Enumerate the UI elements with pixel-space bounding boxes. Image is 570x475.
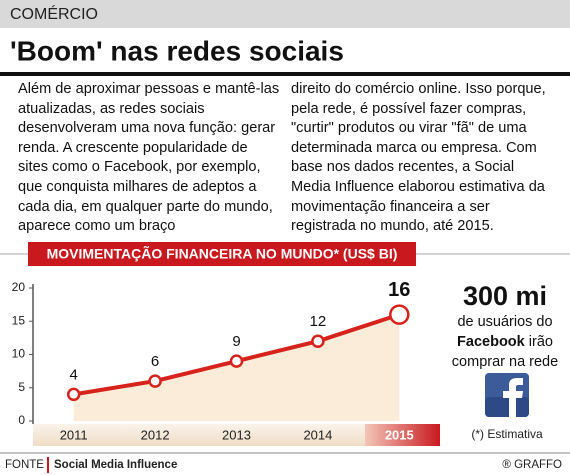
title-rule: [0, 72, 570, 76]
sidebar-headline: 300 mi: [463, 281, 547, 311]
data-label: 6: [151, 353, 159, 370]
sidebar-text: comprar na rede: [452, 354, 558, 370]
marker: [148, 374, 162, 388]
footer-source: Social Media Influence: [54, 459, 177, 471]
data-label: 9: [232, 333, 240, 350]
x-tick-label: 2011: [60, 427, 88, 442]
body-text: Além de aproximar pessoas e mantê-las at…: [18, 81, 280, 235]
chart-banner: [28, 242, 416, 266]
section: COMÉRCIO: [10, 4, 98, 23]
note: (*) Estimativa: [471, 427, 543, 441]
sidebar-text: Facebook irão: [457, 334, 553, 350]
category-band: [33, 424, 440, 446]
marker: [311, 334, 325, 348]
y-tick-label: 5: [18, 380, 25, 394]
section-band: [0, 0, 570, 28]
chart-title: MOVIMENTAÇÃO FINANCEIRA NO MUNDO* (US$ B…: [47, 245, 398, 262]
y-tick-label: 0: [18, 413, 25, 427]
facebook-icon: [485, 373, 529, 417]
sidebar-text: irão: [529, 334, 553, 350]
footer-credit: ® GRAFFO: [502, 459, 562, 471]
sidebar-brand: Facebook: [457, 334, 526, 350]
sidebar-text: de usuários do: [457, 314, 552, 330]
data-label: 12: [310, 313, 327, 330]
marker: [229, 354, 244, 368]
marker: [66, 387, 81, 402]
body-text: direito do comércio online. Isso porque,…: [291, 81, 546, 235]
footer-label: FONTE: [5, 459, 44, 471]
marker: [389, 304, 410, 325]
x-tick-label: 2012: [141, 427, 170, 442]
category-highlight: [365, 424, 440, 446]
x-tick-label: 2014: [303, 427, 332, 442]
y-tick-label: 15: [12, 313, 26, 327]
y-tick-label: 20: [12, 280, 26, 294]
data-label: 4: [70, 366, 78, 383]
x-tick-label: 2013: [222, 427, 251, 442]
data-label: 16: [388, 279, 410, 301]
y-tick-label: 10: [12, 347, 26, 361]
title: 'Boom' nas redes sociais: [10, 35, 344, 66]
x-tick-label: 2015: [385, 427, 414, 442]
